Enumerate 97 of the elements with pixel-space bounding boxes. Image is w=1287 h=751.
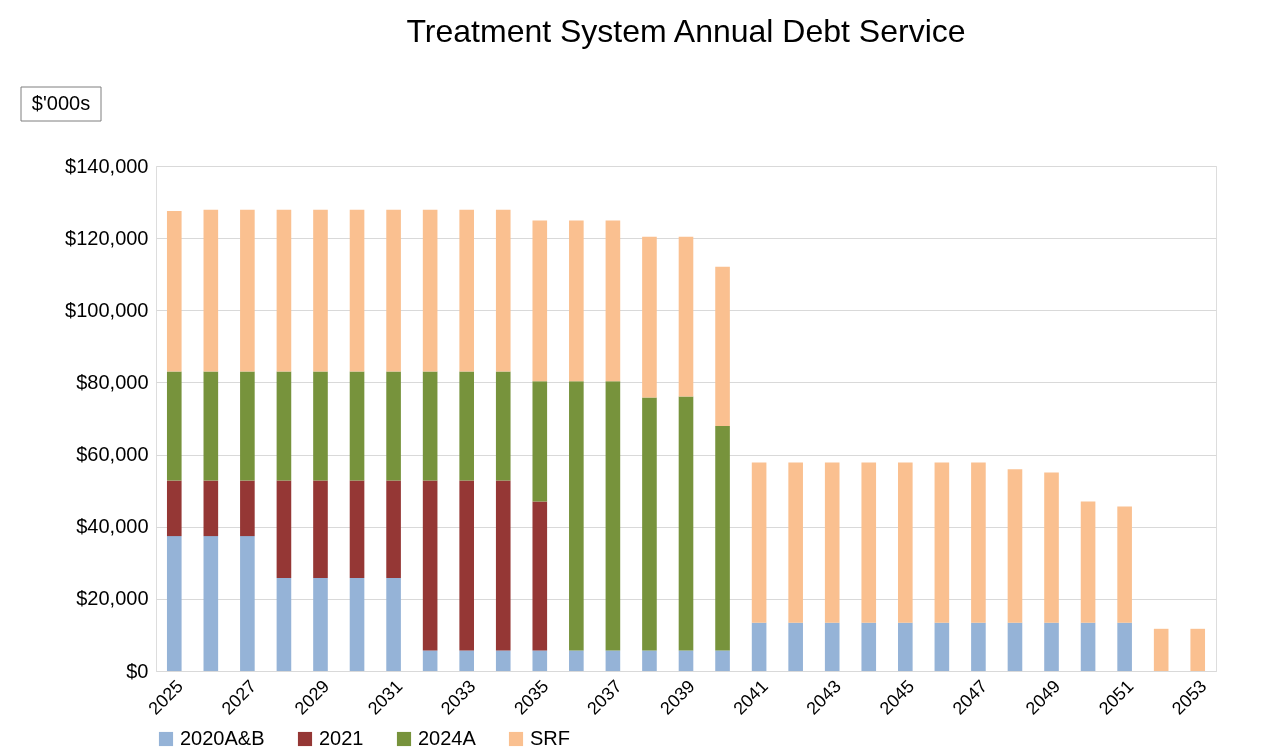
bar [532,501,548,651]
bar [971,462,986,623]
y-tick-label: $120,000 [65,226,149,249]
bar [678,650,694,671]
bar [1117,506,1132,623]
text: $'000s [31,92,91,114]
bar [313,577,328,671]
bar [203,371,219,481]
bar [532,381,548,502]
y-tick-label: $0 [126,659,149,682]
bar [605,650,621,671]
bar [1080,622,1096,671]
bar [715,426,730,651]
bar [751,622,767,671]
bar [459,480,474,651]
bar [1190,628,1206,671]
bar [605,220,621,382]
bar [715,650,730,671]
y-tick-label: $140,000 [65,154,149,177]
bar [166,480,182,537]
bar [569,650,584,671]
bar [313,209,328,372]
bar [349,577,365,671]
bar [459,371,474,481]
legend-label: 2024A [418,727,477,749]
bar [203,480,219,537]
legend-label: SRF [530,727,570,749]
bar [386,371,401,481]
y-tick-label: $80,000 [76,370,149,393]
bar [276,209,292,372]
bar [532,650,548,671]
bar [240,536,255,671]
bar [532,220,548,382]
bar [1044,472,1059,623]
chart-title: Treatment System Annual Debt Service [406,12,966,49]
bar [240,480,255,537]
bar [861,462,877,623]
y-tick-label: $20,000 [76,587,149,610]
bar [934,462,950,623]
bar [203,536,219,671]
bar [349,371,365,481]
bar [313,480,328,578]
y-tick-label: $40,000 [76,515,149,538]
bar [642,650,657,671]
bar [166,371,182,481]
bar [788,622,803,671]
bar [605,381,621,651]
bar [166,536,182,671]
bar [422,371,438,481]
y-tick-label: $60,000 [76,443,149,466]
bar [1080,501,1096,623]
bar [824,622,840,671]
bar [495,480,511,651]
bar [349,209,365,372]
bar [422,480,438,651]
bar [422,650,438,671]
bar [276,371,292,481]
bar [1007,622,1023,671]
bar [642,397,657,651]
bar [313,371,328,481]
bar [166,211,182,372]
bar [386,480,401,578]
legend-label: 2021 [319,727,364,749]
bar [240,209,255,372]
bar [459,209,474,372]
bar [861,622,877,671]
bar [824,462,840,623]
bar [240,371,255,481]
bar [459,650,474,671]
bar [495,209,511,372]
bar [1007,469,1023,623]
bar [495,650,511,671]
bar [422,209,438,372]
bar [971,622,986,671]
bar [934,622,950,671]
bar [1044,622,1059,671]
bar [1117,622,1132,671]
bar [569,381,584,651]
bar [898,462,913,623]
bar [678,236,694,397]
bar [898,622,913,671]
bar [788,462,803,623]
bar [386,577,401,671]
bar [751,462,767,623]
bar [569,220,584,382]
bar [495,371,511,481]
bar [715,266,730,427]
bar [678,396,694,651]
bar [642,236,657,398]
bar [276,480,292,578]
bar [276,577,292,671]
y-tick-label: $100,000 [65,298,149,321]
bar [1153,628,1169,671]
legend-label: 2020A&B [180,727,265,749]
bar [349,480,365,578]
bar [386,209,401,372]
bar [203,209,219,372]
